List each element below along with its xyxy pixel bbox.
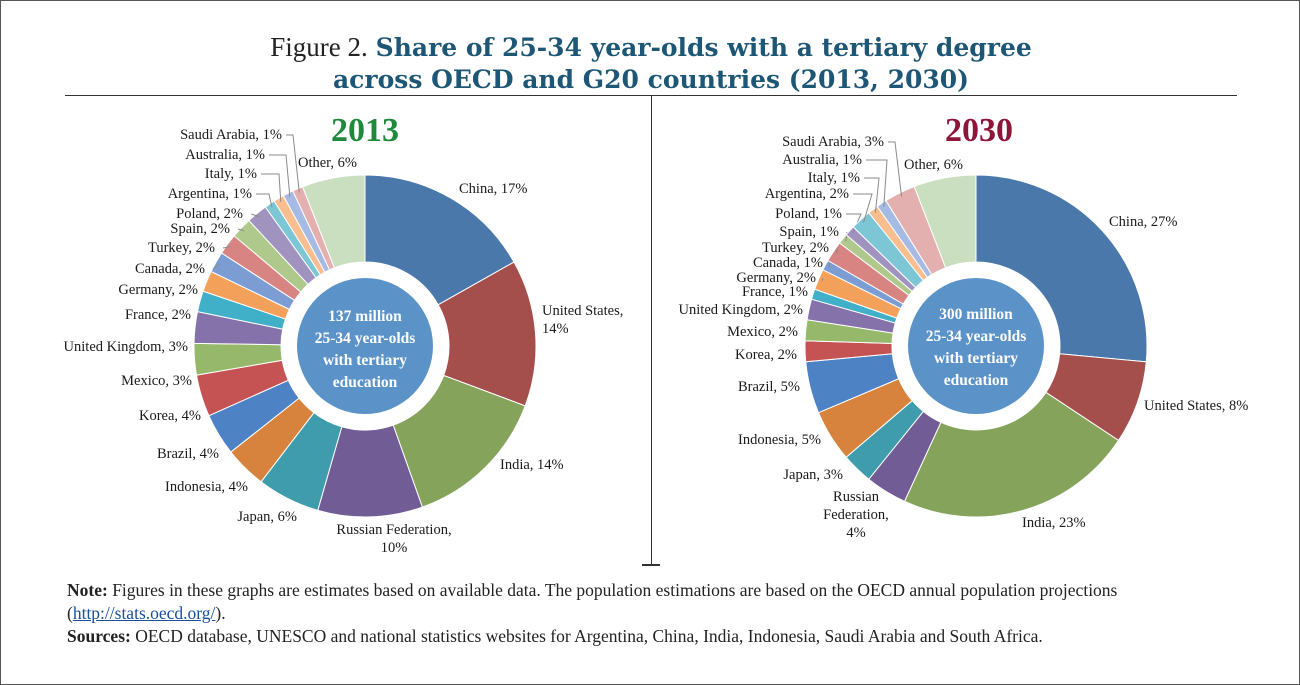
slice-label-2013-mexico: Mexico, 3%	[121, 373, 192, 389]
leader-line-2013-canada	[212, 263, 220, 270]
slice-label-line: 14%	[542, 321, 569, 337]
slice-label-2013-india: India, 14%	[500, 457, 564, 473]
slice-label-2030-argentina: Argentina, 2%	[765, 186, 849, 202]
leader-line-2030-australia	[866, 159, 888, 207]
center-disc-2030	[908, 278, 1044, 414]
leader-line-2013-spain	[237, 228, 245, 232]
slice-label-2030-china: China, 27%	[1109, 214, 1177, 230]
slice-label-line: Russian	[833, 489, 880, 505]
slice-label-line: United States,	[542, 303, 623, 319]
slice-label-2030-brazil: Brazil, 5%	[738, 379, 800, 395]
slice-label-2030-mexico: Mexico, 2%	[727, 324, 798, 340]
slice-label-2013-australia: Australia, 1%	[185, 147, 265, 163]
slice-label-2013-argentina: Argentina, 1%	[168, 186, 252, 202]
figure-title-lead: Figure 2.	[270, 32, 368, 62]
center-label-2013-line-1: 137 million	[328, 308, 402, 325]
leader-line-2030-germany	[821, 277, 824, 282]
slice-label-2013-japan: Japan, 6%	[237, 509, 297, 525]
note-label: Note:	[67, 580, 108, 600]
figure-title-line1: Share of 25-34 year-olds with a tertiary…	[375, 33, 1032, 62]
slice-label-2013-canada: Canada, 2%	[135, 261, 205, 277]
slice-2030-other	[913, 174, 977, 269]
note-paragraph: Note: Figures in these graphs are estima…	[67, 579, 1257, 625]
slice-label-2030-japan: Japan, 3%	[783, 467, 843, 483]
slice-label-2030-canada: Canada, 1%	[753, 255, 823, 271]
center-label-2013-line-3: with tertiary	[323, 352, 407, 369]
chart-title-2013: 2013	[331, 112, 399, 149]
slice-label-2013-china: China, 17%	[459, 181, 527, 197]
note-link-open: (	[67, 603, 73, 623]
center-label-2030-line-2: 25-34 year-olds	[926, 328, 1027, 345]
slice-label-2030-indonesia: Indonesia, 5%	[738, 432, 821, 448]
slice-label-2013-united-states: United States, 14%	[542, 303, 623, 337]
leader-line-2013-poland	[250, 213, 260, 218]
slice-label-2030-russian-federation: Russian Federation, 4%	[823, 489, 889, 541]
slice-label-line: Russian Federation,	[336, 522, 451, 538]
slice-label-2030-spain: Spain, 1%	[779, 224, 839, 240]
leader-line-2030-saudi-arabia	[888, 141, 903, 197]
slice-label-2030-poland: Poland, 1%	[775, 206, 842, 222]
leader-line-2030-italy	[864, 177, 880, 213]
leader-line-2013-argentina	[256, 193, 273, 208]
figure-title: Figure 2. Share of 25-34 year-olds with …	[1, 31, 1300, 96]
donut-charts: 2013 China, 17% United States, 14% India, 14…	[64, 112, 1249, 556]
slice-label-2030-saudi-arabia: Saudi Arabia, 3%	[782, 134, 884, 150]
slice-label-2030-france: France, 1%	[742, 284, 808, 300]
slice-label-2013-poland: Poland, 2%	[176, 206, 243, 222]
slice-label-2030-turkey: Turkey, 2%	[762, 240, 829, 256]
slice-label-2013-indonesia: Indonesia, 4%	[165, 479, 248, 495]
slice-label-2030-united-states: United States, 8%	[1144, 398, 1248, 414]
panel-divider	[651, 95, 652, 565]
slice-label-2013-france: France, 2%	[125, 307, 191, 323]
leader-line-2013-australia	[269, 154, 291, 197]
sources-label: Sources:	[67, 626, 131, 646]
slice-label-2013-other: Other, 6%	[298, 155, 357, 171]
slice-label-2030-germany: Germany, 2%	[736, 270, 816, 286]
slice-label-2013-united-kingdom: United Kingdom, 3%	[64, 339, 188, 355]
panel-divider-tick	[642, 564, 660, 566]
slice-label-2013-korea: Korea, 4%	[139, 408, 201, 424]
slice-2013-other	[301, 174, 366, 269]
slice-2013-china	[364, 174, 515, 306]
slice-label-2013-germany: Germany, 2%	[118, 282, 198, 298]
note-text: Figures in these graphs are estimates ba…	[112, 580, 1118, 600]
center-label-2030-line-4: education	[944, 372, 1009, 389]
slice-label-2030-united-kingdom: United Kingdom, 2%	[679, 302, 803, 318]
chart-title-2030: 2030	[945, 112, 1013, 149]
slice-label-2013-saudi-arabia: Saudi Arabia, 1%	[180, 127, 282, 143]
center-label-2030-line-1: 300 million	[939, 306, 1013, 323]
center-label-2030-line-3: with tertiary	[934, 350, 1018, 367]
sources-paragraph: Sources: OECD database, UNESCO and natio…	[67, 625, 1257, 648]
center-label-2013-line-2: 25-34 year-olds	[315, 330, 416, 347]
stats-oecd-link[interactable]: http://stats.oecd.org/	[72, 603, 216, 623]
slice-label-2013-russian-federation: Russian Federation, 10%	[336, 522, 451, 556]
slice-label-2030-korea: Korea, 2%	[735, 347, 797, 363]
note-link-close: ).	[215, 603, 226, 623]
figure-title-line2: across OECD and G20 countries (2013, 203…	[332, 65, 969, 94]
notes-block: Note: Figures in these graphs are estima…	[67, 579, 1257, 648]
leader-line-2013-saudi-arabia	[286, 134, 300, 193]
slice-label-2030-australia: Australia, 1%	[782, 152, 862, 168]
slice-label-line: Federation,	[823, 507, 889, 523]
sources-text: OECD database, UNESCO and national stati…	[135, 626, 1043, 646]
slice-2030-china	[975, 174, 1148, 363]
slice-label-2013-turkey: Turkey, 2%	[148, 240, 215, 256]
slice-label-2013-spain: Spain, 2%	[170, 221, 230, 237]
center-label-2013-line-4: education	[333, 374, 398, 391]
center-disc-2013	[297, 278, 433, 414]
slice-label-line: 10%	[381, 540, 408, 556]
slice-label-line: 4%	[846, 525, 865, 541]
slice-label-2030-india: India, 23%	[1022, 515, 1086, 531]
slice-2030-india	[903, 391, 1120, 518]
slice-label-2030-other: Other, 6%	[904, 157, 963, 173]
leader-line-2013-turkey	[222, 246, 231, 249]
leader-line-2013-italy	[261, 173, 282, 202]
slice-label-2013-italy: Italy, 1%	[205, 166, 257, 182]
slice-label-2030-italy: Italy, 1%	[808, 170, 860, 186]
leader-line-2030-canada	[828, 262, 831, 268]
slice-label-2013-brazil: Brazil, 4%	[157, 446, 219, 462]
leader-line-2030-argentina	[853, 193, 873, 223]
